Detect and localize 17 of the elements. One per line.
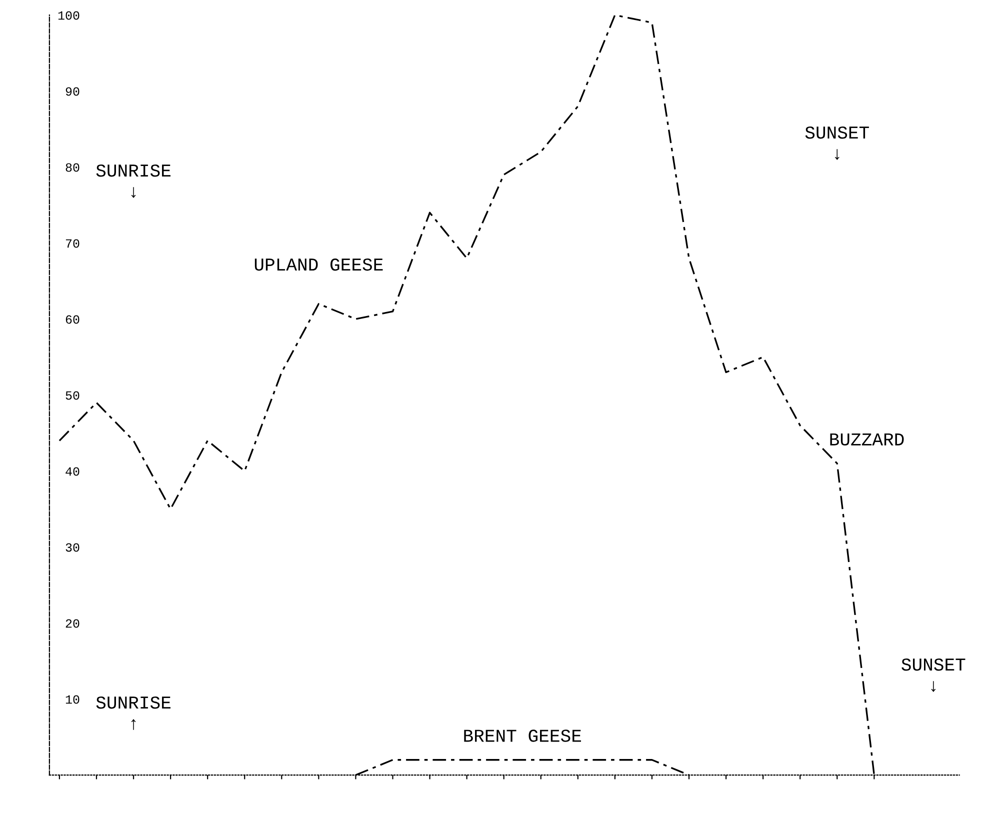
series-label: UPLAND GEESE bbox=[254, 258, 383, 271]
y-tick-label: 40 bbox=[66, 467, 80, 476]
annotation: SUNRISE ↓ bbox=[96, 164, 170, 198]
text: SUNSET ↓ bbox=[902, 658, 966, 692]
y-tick-label: 20 bbox=[66, 619, 80, 628]
y-tick-label: 70 bbox=[66, 239, 80, 248]
y-tick-label: 90 bbox=[66, 87, 80, 96]
annotation: BUZZARD bbox=[830, 433, 904, 446]
y-tick-label: 60 bbox=[66, 315, 80, 324]
series-label: BRENT GEESE bbox=[464, 730, 581, 742]
y-tick-label: 10 bbox=[66, 695, 80, 704]
y-tick-label: 50 bbox=[66, 391, 80, 400]
annotation: SUNSET ↓ bbox=[805, 126, 869, 160]
y-tick-label: 100 bbox=[58, 11, 80, 20]
y-tick-label: 80 bbox=[66, 163, 80, 172]
y-tick-label: 30 bbox=[66, 543, 80, 552]
annotation: SUNRISE ↑ bbox=[96, 696, 170, 730]
